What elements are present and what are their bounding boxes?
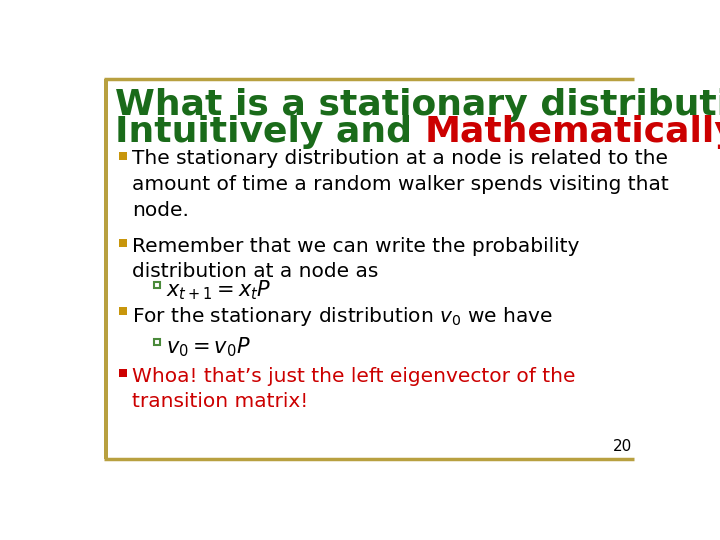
Text: For the stationary distribution $v_0$ we have: For the stationary distribution $v_0$ we… (132, 305, 552, 328)
Text: What is a stationary distribution?: What is a stationary distribution? (114, 88, 720, 122)
Bar (120, 369, 127, 377)
Bar (120, 307, 127, 315)
Text: Mathematically: Mathematically (424, 115, 720, 149)
Text: $v_0 = v_0P$: $v_0 = v_0P$ (166, 336, 251, 360)
Text: Whoa! that’s just the left eigenvector of the
transition matrix!: Whoa! that’s just the left eigenvector o… (132, 367, 575, 411)
Bar (120, 239, 127, 247)
Text: Intuitively and: Intuitively and (114, 115, 424, 149)
Bar (120, 369, 127, 377)
Text: Remember that we can write the probability
distribution at a node as: Remember that we can write the probabili… (132, 237, 579, 281)
Text: $x_{t+1} = x_tP$: $x_{t+1} = x_tP$ (166, 279, 271, 302)
Text: The stationary distribution at a node is related to the
amount of time a random : The stationary distribution at a node is… (132, 150, 669, 220)
Bar (153, 282, 160, 288)
Bar (153, 339, 160, 345)
Text: 20: 20 (613, 438, 632, 454)
Bar (104, 79, 108, 459)
Bar (120, 152, 127, 159)
